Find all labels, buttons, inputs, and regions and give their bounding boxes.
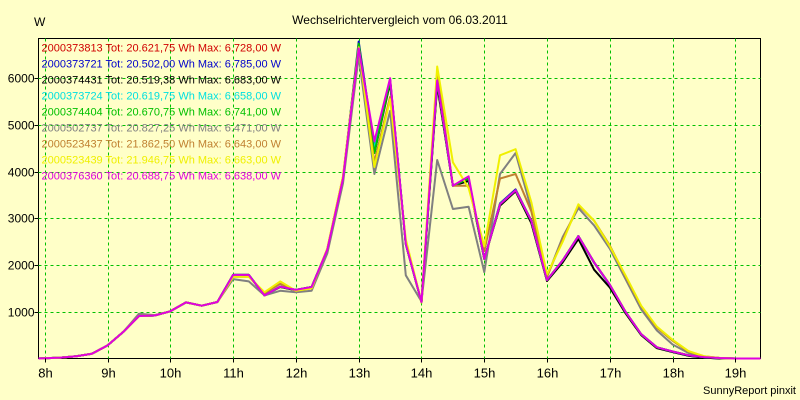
chart-title: Wechselrichtervergleich vom 06.03.2011: [292, 13, 508, 27]
x-tick-label: 10h: [160, 366, 182, 381]
legend-entry-2000374404: 2000374404 Tot: 20.670,75 Wh Max: 6.741,…: [42, 107, 282, 119]
legend-entry-2000523437: 2000523437 Tot: 21.862,50 Wh Max: 6.643,…: [42, 139, 282, 151]
y-tick-label: 2000: [8, 259, 35, 273]
x-tick-label: 15h: [474, 366, 496, 381]
legend-entry-2000502737: 2000502737 Tot: 20.827,25 Wh Max: 6.471,…: [42, 123, 282, 135]
x-tick-label: 9h: [101, 366, 115, 381]
y-axis: 1000 2000 3000 4000 5000 6000: [8, 72, 39, 320]
x-tick-label: 12h: [286, 366, 308, 381]
y-axis-unit: W: [34, 15, 46, 29]
x-tick-label: 19h: [725, 366, 747, 381]
legend-entry-2000373724: 2000373724 Tot: 20.619,75 Wh Max: 6.658,…: [42, 91, 282, 103]
legend-entry-2000374431: 2000374431 Tot: 20.519,38 Wh Max: 6.683,…: [42, 75, 282, 87]
footer-credit: SunnyReport pinxit: [703, 385, 796, 397]
series-line-2000376360: [38, 47, 761, 360]
x-tick-label: 11h: [223, 366, 244, 381]
plot-frame: [38, 38, 761, 359]
legend-entry-2000373721: 2000373721 Tot: 20.502,00 Wh Max: 6.785,…: [42, 59, 282, 71]
x-tick-label: 8h: [38, 366, 52, 381]
x-axis: 8h 9h 10h 11h 12h 13h 14h 15h 16h 17h 18h 19h: [38, 358, 747, 381]
y-tick-label: 5000: [8, 119, 35, 133]
x-tick-label: 17h: [600, 366, 622, 381]
legend-entry-2000523439: 2000523439 Tot: 21.946,75 Wh Max: 6.663,…: [42, 155, 282, 167]
legend: 2000373813 Tot: 20.621,75 Wh Max: 6.728,…: [42, 43, 282, 183]
x-tick-label: 16h: [537, 366, 559, 381]
grid: [38, 38, 761, 359]
x-tick-label: 18h: [663, 366, 685, 381]
x-tick-label: 13h: [349, 366, 371, 381]
y-tick-label: 6000: [8, 72, 35, 86]
y-tick-label: 3000: [8, 212, 35, 226]
legend-entry-2000373813: 2000373813 Tot: 20.621,75 Wh Max: 6.728,…: [42, 43, 282, 55]
series-group: [38, 40, 761, 360]
y-tick-label: 4000: [8, 166, 35, 180]
x-tick-label: 14h: [411, 366, 433, 381]
legend-entry-2000376360: 2000376360 Tot: 20.688,75 Wh Max: 6.638,…: [42, 171, 282, 183]
y-tick-label: 1000: [8, 306, 35, 320]
